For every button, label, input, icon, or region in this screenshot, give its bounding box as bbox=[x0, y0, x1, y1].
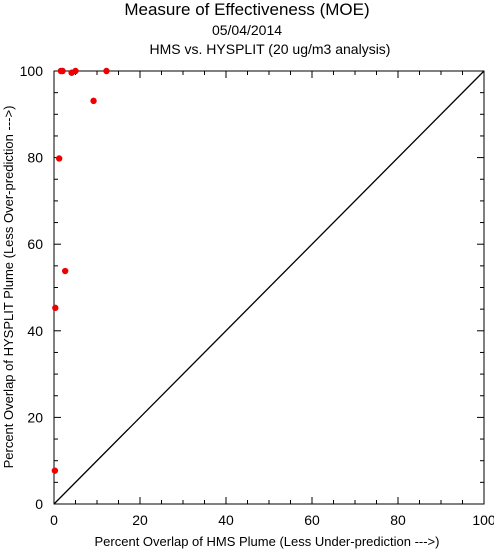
y-tick-label: 0 bbox=[35, 496, 43, 512]
x-axis-label: Percent Overlap of HMS Plume (Less Under… bbox=[95, 534, 440, 549]
x-tick-label: 40 bbox=[218, 512, 234, 528]
chart-subtitle: HMS vs. HYSPLIT (20 ug/m3 analysis) bbox=[150, 41, 391, 57]
y-tick-label: 60 bbox=[27, 236, 43, 252]
axis-ticks: 0 20 40 60 80 100 0 20 40 60 80 100 bbox=[20, 63, 494, 528]
chart-date: 05/04/2014 bbox=[212, 22, 282, 38]
y-axis-label: Percent Overlap of HYSPLIT Plume (Less O… bbox=[1, 106, 16, 469]
data-point bbox=[52, 304, 59, 312]
y-tick-label: 40 bbox=[27, 323, 43, 339]
y-tick-label: 80 bbox=[27, 150, 43, 166]
data-point bbox=[55, 155, 63, 162]
data-point bbox=[103, 67, 110, 75]
data-point bbox=[51, 467, 59, 474]
x-tick-label: 20 bbox=[132, 512, 148, 528]
data-point bbox=[72, 67, 79, 75]
data-points bbox=[51, 67, 110, 474]
data-point bbox=[90, 97, 97, 105]
one-to-one-line bbox=[53, 70, 485, 505]
y-tick-label: 20 bbox=[27, 409, 43, 425]
x-tick-label: 0 bbox=[50, 512, 58, 528]
data-point bbox=[59, 67, 66, 75]
x-tick-label: 80 bbox=[390, 512, 406, 528]
x-tick-label: 100 bbox=[472, 512, 494, 528]
plot-area bbox=[53, 70, 485, 505]
y-tick-label: 100 bbox=[20, 63, 44, 79]
chart-title: Measure of Effectiveness (MOE) bbox=[124, 0, 369, 19]
x-tick-label: 60 bbox=[304, 512, 320, 528]
data-point bbox=[61, 267, 69, 275]
